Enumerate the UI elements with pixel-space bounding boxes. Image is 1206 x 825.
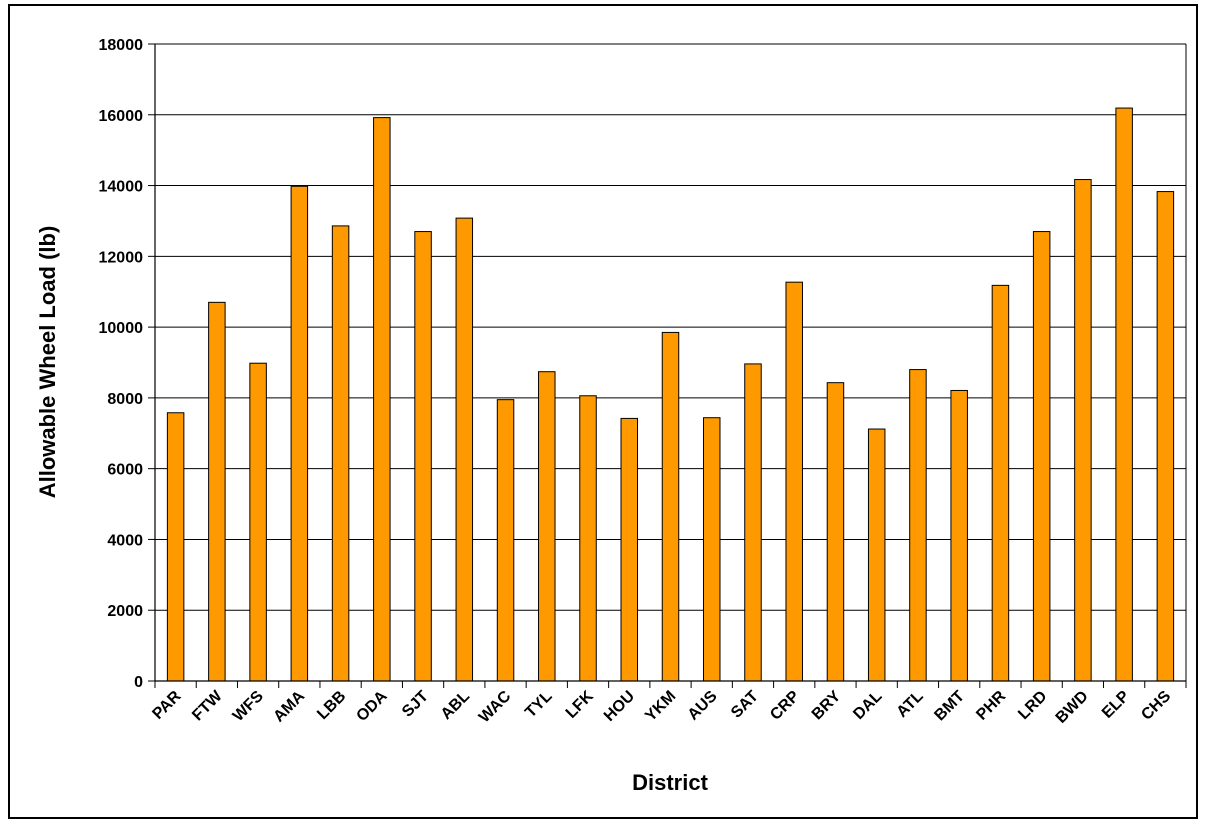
x-tick-label: BRY (809, 688, 845, 724)
bar-sjt (414, 231, 432, 682)
bar-lrd (1032, 231, 1051, 682)
x-tick-label: LRD (1015, 688, 1050, 723)
axes (148, 43, 1187, 688)
x-tick-label: LFK (563, 687, 597, 721)
x-tick-label: ODA (353, 687, 390, 724)
x-tick-label: LBB (314, 688, 349, 723)
x-tick-label: FTW (189, 687, 226, 724)
y-tick-label: 4000 (107, 532, 143, 549)
y-tick-label: 6000 (107, 462, 143, 479)
bar-abl (455, 217, 474, 682)
gridlines (155, 43, 1186, 611)
y-tick-label: 8000 (107, 391, 143, 408)
y-tick-label: 16000 (99, 108, 144, 125)
bar-lbb (331, 225, 350, 682)
bar-elp (1115, 107, 1133, 682)
bars (166, 107, 1175, 682)
y-tick-labels: 0 2000 4000 6000 8000 10000 12000 14000 16000 180… (99, 37, 144, 691)
bar-atl (909, 369, 927, 682)
x-tick-label: PAR (149, 687, 184, 722)
bar-bwd (1074, 179, 1092, 682)
x-tick-label: ABL (438, 688, 473, 723)
x-tick-label: WAC (476, 687, 515, 726)
x-tick-label: SAT (728, 688, 762, 722)
y-tick-label: 18000 (99, 37, 144, 54)
x-tick-label: CHS (1138, 688, 1174, 724)
bar-ftw (208, 301, 226, 682)
bar-dal (867, 428, 886, 682)
bar-bry (826, 382, 845, 682)
bar-chs (1156, 191, 1175, 682)
x-tick-label: DAL (850, 688, 885, 723)
x-tick-label: HOU (601, 688, 638, 725)
x-axis-title: District (632, 770, 708, 795)
y-tick-label: 12000 (99, 249, 144, 266)
bar-wac (496, 399, 515, 682)
bar-par (166, 412, 185, 682)
y-tick-label: 10000 (99, 320, 144, 337)
x-tick-label: WFS (230, 688, 267, 725)
x-tick-label: AUS (685, 688, 721, 724)
bar-hou (620, 417, 639, 682)
bar-ykm (661, 331, 680, 682)
bar-wfs (249, 362, 267, 682)
x-tick-label: BMT (931, 688, 968, 725)
x-tick-label: TYL (522, 688, 556, 722)
y-axis-title: Allowable Wheel Load (lb) (35, 226, 60, 499)
x-tick-labels: PAR FTW WFS AMA LBB ODA SJT ABL WAC TYL LFK HOU YKM A… (149, 687, 1174, 727)
x-tick-label: AMA (270, 687, 308, 725)
x-tick-label: ATL (894, 688, 927, 721)
bar-phr (991, 284, 1010, 682)
bar-oda (373, 117, 391, 682)
bar-lfk (579, 395, 597, 682)
bar-bmt (950, 389, 968, 682)
y-tick-label: 2000 (107, 603, 143, 620)
bar-sat (744, 363, 762, 682)
x-tick-label: BWD (1053, 688, 1092, 727)
x-tick-label: ELP (1099, 688, 1133, 722)
bar-ama (290, 185, 309, 682)
bar-crp (785, 281, 803, 682)
x-tick-label: YKM (642, 688, 679, 725)
x-tick-label: SJT (399, 688, 432, 721)
x-tick-label: PHR (973, 687, 1009, 723)
x-tick-label: CRP (767, 688, 803, 724)
bar-aus (702, 417, 721, 682)
y-tick-label: 14000 (99, 179, 144, 196)
y-tick-label: 0 (134, 674, 143, 691)
bar-tyl (538, 371, 556, 682)
